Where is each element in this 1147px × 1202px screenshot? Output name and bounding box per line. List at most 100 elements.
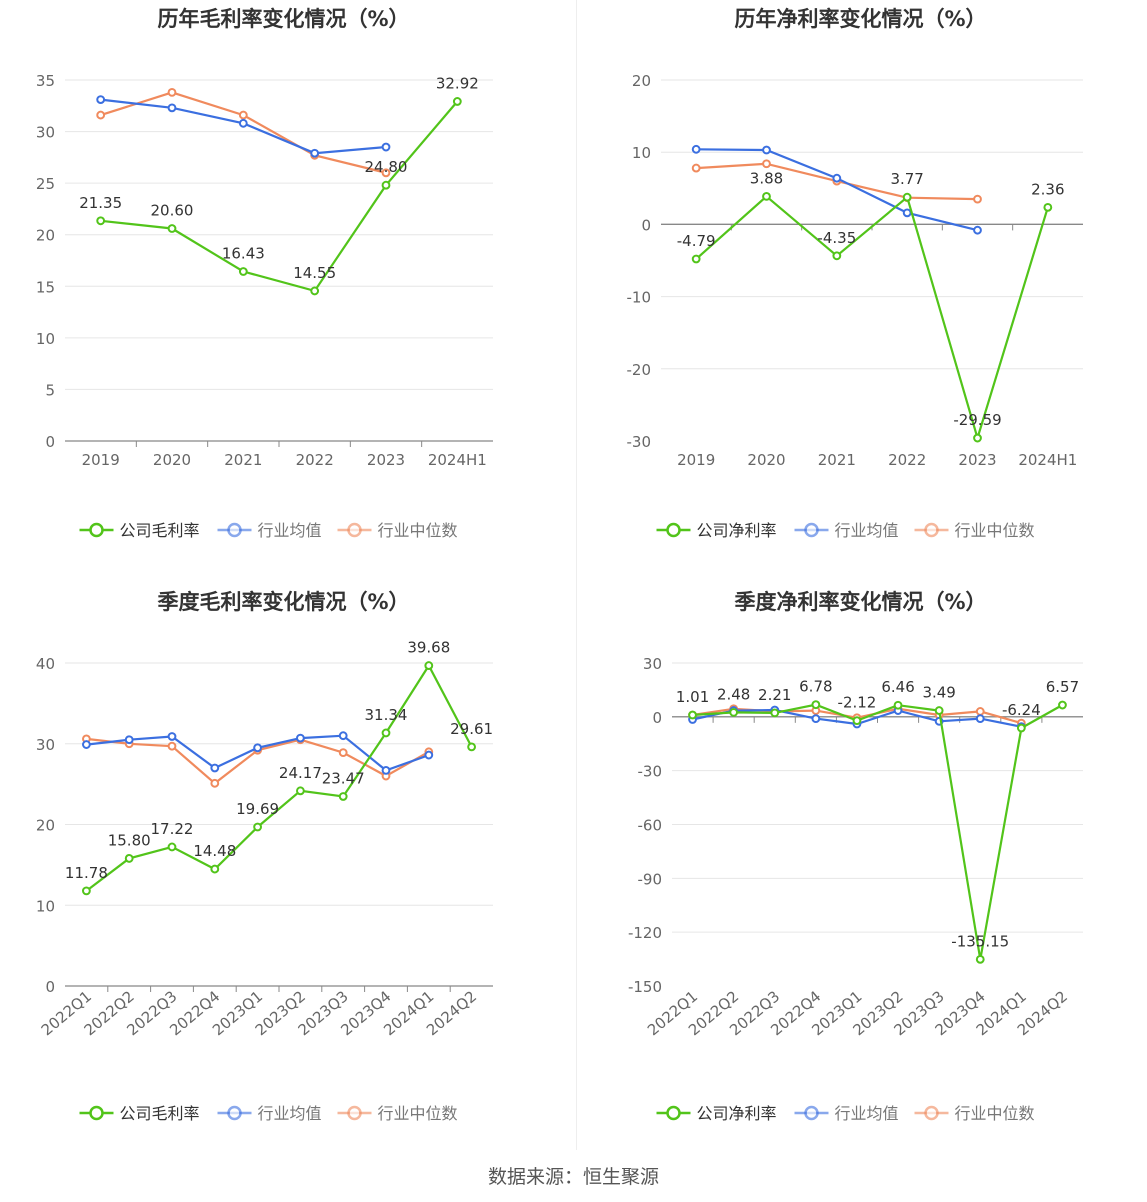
legend-item-company[interactable]: 公司毛利率 [79, 521, 200, 540]
data-point-industry_avg[interactable] [310, 148, 320, 158]
data-point-industry_avg[interactable] [975, 714, 985, 724]
data-point-industry_median[interactable] [762, 159, 771, 169]
data-point-company[interactable] [902, 192, 912, 202]
data-point-company[interactable] [973, 433, 982, 443]
legend-label: 行业中位数 [955, 521, 1035, 540]
legend-marker-icon [924, 522, 939, 538]
data-point-company[interactable] [381, 728, 391, 738]
data-point-company[interactable] [691, 254, 701, 264]
data-point-industry_avg[interactable] [96, 95, 106, 104]
legend-item-industry_avg[interactable]: 行业均值 [794, 1104, 899, 1123]
data-point-industry_avg[interactable] [296, 733, 305, 743]
data-point-industry_avg[interactable] [832, 173, 842, 183]
legend-item-industry_median[interactable]: 行业中位数 [337, 1104, 458, 1123]
data-point-industry_avg[interactable] [210, 763, 220, 773]
data-label: 24.80 [365, 158, 408, 176]
data-point-industry_avg[interactable] [82, 740, 91, 749]
data-point-industry_avg[interactable] [238, 118, 248, 128]
legend-marker-icon [347, 1105, 362, 1121]
data-point-industry_avg[interactable] [762, 145, 771, 155]
data-label: 15.80 [108, 831, 151, 849]
data-point-company[interactable] [82, 886, 91, 896]
data-point-company[interactable] [424, 661, 434, 670]
data-point-company[interactable] [210, 864, 220, 874]
data-point-industry_avg[interactable] [381, 765, 391, 775]
data-point-industry_avg[interactable] [424, 750, 434, 760]
data-point-industry_median[interactable] [96, 110, 106, 120]
y-tick-label: 20 [36, 817, 55, 835]
data-point-industry_avg[interactable] [902, 208, 912, 218]
data-point-industry_avg[interactable] [253, 743, 263, 753]
x-tick-label: 2020 [153, 451, 191, 469]
legend-item-industry_avg[interactable]: 行业均值 [794, 521, 899, 540]
legend-item-industry_median[interactable]: 行业中位数 [914, 521, 1035, 540]
data-point-industry_avg[interactable] [167, 732, 177, 741]
y-tick-label: -150 [628, 978, 662, 996]
y-tick-label: 20 [632, 72, 651, 90]
data-point-company[interactable] [310, 286, 320, 296]
data-point-company[interactable] [238, 267, 248, 276]
y-tick-label: 35 [36, 72, 55, 90]
data-point-company[interactable] [688, 710, 697, 720]
legend-label: 行业均值 [258, 521, 322, 540]
data-point-industry_median[interactable] [167, 87, 177, 97]
legend-marker-icon [924, 1105, 939, 1121]
data-point-industry_avg[interactable] [338, 731, 348, 741]
data-point-company[interactable] [167, 224, 177, 233]
chart-title: 历年毛利率变化情况（%） [157, 7, 409, 31]
data-point-company[interactable] [296, 786, 305, 796]
legend-marker-icon [804, 1105, 819, 1121]
data-point-company[interactable] [729, 707, 739, 717]
data-point-company[interactable] [811, 700, 821, 710]
data-point-industry_avg[interactable] [811, 714, 821, 724]
y-tick-label: 25 [36, 175, 55, 193]
data-point-industry_median[interactable] [210, 778, 220, 788]
data-point-company[interactable] [253, 822, 263, 832]
data-label: 31.34 [365, 706, 408, 724]
data-point-industry_median[interactable] [975, 707, 985, 716]
legend-label: 行业均值 [835, 1104, 899, 1123]
data-point-company[interactable] [762, 191, 771, 201]
data-point-company[interactable] [452, 97, 462, 106]
data-point-industry_avg[interactable] [381, 142, 391, 152]
chart-svg: 历年净利率变化情况（%） -30 -20 -10 0 10 20 2019 2020 2021 20… [627, 7, 1083, 540]
data-point-company[interactable] [832, 251, 842, 261]
data-point-company[interactable] [338, 792, 348, 801]
data-point-company[interactable] [1058, 700, 1067, 710]
data-point-industry_median[interactable] [238, 110, 248, 120]
data-point-company[interactable] [1043, 202, 1053, 212]
data-point-company[interactable] [975, 954, 985, 964]
legend-item-industry_median[interactable]: 行业中位数 [914, 1104, 1035, 1123]
data-point-company[interactable] [1016, 723, 1026, 733]
data-point-industry_avg[interactable] [973, 225, 982, 235]
data-point-company[interactable] [852, 716, 862, 726]
legend-marker-icon [347, 522, 362, 538]
data-point-industry_avg[interactable] [167, 103, 177, 113]
data-point-industry_median[interactable] [691, 163, 701, 173]
data-point-company[interactable] [934, 706, 944, 715]
x-tick-label: 2019 [677, 451, 715, 469]
y-tick-label: 15 [36, 278, 55, 296]
data-point-company[interactable] [467, 742, 477, 752]
data-point-company[interactable] [124, 854, 134, 863]
data-point-company[interactable] [770, 708, 780, 718]
y-tick-label: -60 [638, 817, 663, 835]
legend-item-company[interactable]: 公司净利率 [656, 1104, 777, 1123]
data-point-company[interactable] [96, 216, 106, 226]
legend-item-company[interactable]: 公司毛利率 [79, 1104, 200, 1123]
data-point-industry_median[interactable] [973, 194, 982, 204]
legend-item-industry_avg[interactable]: 行业均值 [217, 1104, 322, 1123]
data-point-company[interactable] [167, 842, 177, 852]
legend-item-industry_median[interactable]: 行业中位数 [337, 521, 458, 540]
data-point-industry_median[interactable] [338, 748, 348, 758]
data-point-industry_avg[interactable] [691, 144, 701, 154]
legend-item-industry_avg[interactable]: 行业均值 [217, 521, 322, 540]
data-point-company[interactable] [893, 700, 903, 710]
data-point-industry_avg[interactable] [124, 735, 134, 745]
legend-item-company[interactable]: 公司净利率 [656, 521, 777, 540]
x-tick-label: 2023 [958, 451, 996, 469]
data-point-industry_median[interactable] [167, 741, 177, 751]
data-point-industry_median[interactable] [381, 168, 391, 178]
data-point-company[interactable] [381, 180, 391, 190]
legend-label: 行业均值 [835, 521, 899, 540]
